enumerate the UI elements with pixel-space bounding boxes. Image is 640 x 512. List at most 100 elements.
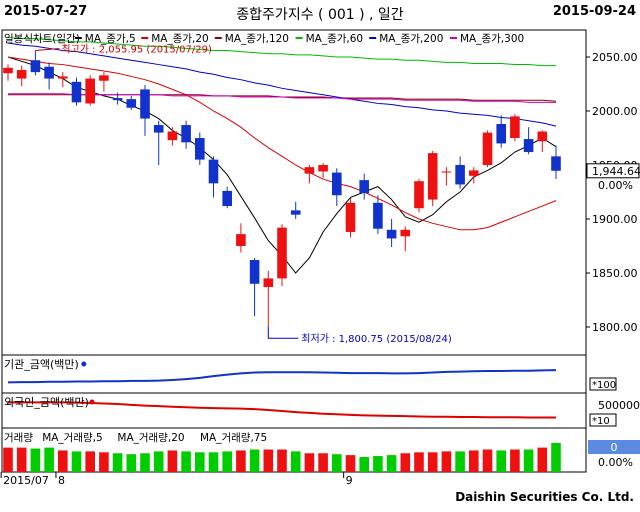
price-legend-item: MA_종가,120 — [225, 33, 289, 45]
volume-bar — [222, 451, 232, 472]
candle-body — [359, 180, 369, 194]
candlesticks — [3, 50, 561, 327]
axis-labels: 2050.002000.001950.001900.001850.001800.… — [0, 44, 640, 487]
last-price-box — [586, 163, 640, 179]
volume-badge-value: 0 — [611, 441, 618, 454]
y-tick-label: 1800.00 — [592, 321, 638, 334]
candle-body — [373, 202, 383, 229]
high-label: 최고가 : 2,055.95 (2015/07/29) — [61, 44, 212, 56]
ma-line — [7, 37, 556, 67]
candle-body — [441, 171, 452, 173]
volume-bar — [16, 447, 27, 472]
volume-bar — [373, 456, 383, 472]
candle-body — [44, 66, 54, 79]
volume-bar — [208, 452, 219, 472]
volume-bar — [386, 455, 397, 472]
volume-bar — [236, 450, 246, 472]
institution-scale-box — [589, 377, 617, 391]
candle-body — [181, 125, 191, 143]
candle-body — [249, 260, 260, 284]
volume-bar — [58, 450, 68, 472]
candle-body — [140, 89, 150, 119]
foreign-legend-dot — [89, 399, 95, 405]
last-price-value: 1,944.64 — [592, 165, 640, 178]
y-tick-label: 2050.00 — [592, 51, 638, 64]
candle-body — [222, 190, 232, 207]
company-footer: Daishin Securities Co. Ltd. — [455, 490, 634, 504]
volume-bar — [277, 449, 287, 472]
volume-badge-pct: 0.00% — [598, 456, 633, 469]
candle-body — [400, 229, 411, 237]
institution-line — [7, 369, 557, 384]
y-tick-label: 1900.00 — [592, 213, 638, 226]
candle-body — [195, 138, 205, 160]
volume-bar — [441, 451, 452, 472]
volume-bar — [126, 454, 137, 472]
indicator-panels: 기관_금액(백만) 0 *100 외국인_금액(백만) 500000 *10 거래량 MA_거… — [3, 358, 640, 472]
start-date: 2015-07-27 — [4, 4, 88, 19]
foreign-scale: *10 — [592, 416, 610, 427]
candle-body — [455, 165, 465, 185]
volume-bar — [537, 447, 548, 472]
volume-bar — [400, 453, 411, 472]
candle-body — [112, 98, 123, 101]
volume-bar — [510, 449, 520, 472]
candle-body — [523, 139, 534, 153]
candle-body — [386, 229, 397, 239]
volume-bar — [195, 452, 205, 472]
candle-body — [482, 132, 493, 165]
x-tick-label: 2015/07 — [3, 474, 49, 487]
volume-legend-item: 거래량 — [4, 432, 33, 444]
foreign-panel — [1, 392, 587, 429]
volume-bar — [414, 452, 424, 472]
volume-bar — [496, 450, 506, 472]
candle-body — [332, 172, 342, 196]
volume-legend-item: MA_거래량,5 — [42, 432, 102, 444]
candle-body — [58, 76, 68, 79]
candle-body — [236, 234, 246, 246]
change-percent: 0.00% — [598, 179, 633, 192]
foreign-tick: 500000 — [598, 399, 640, 412]
volume-badge — [588, 440, 640, 454]
volume-bar — [167, 450, 178, 472]
volume-bar — [3, 447, 13, 472]
foreign-legend: 외국인_금액(백만) — [4, 396, 89, 409]
candle-body — [537, 131, 548, 142]
volume-bar — [30, 448, 41, 472]
institution-panel — [1, 354, 587, 394]
volume-bar — [263, 449, 274, 472]
ma-line — [7, 42, 557, 127]
institution-legend: 기관_금액(백만) — [4, 358, 79, 371]
volume-bar — [140, 453, 150, 472]
candle-body — [510, 116, 520, 138]
volume-bar — [181, 451, 191, 472]
candle-body — [71, 81, 82, 103]
x-tick-label: 9 — [346, 474, 353, 487]
volume-bar — [85, 451, 95, 472]
volume-bar — [523, 449, 534, 472]
high-pointer — [35, 48, 60, 52]
foreign-line — [8, 401, 556, 419]
candle-body — [99, 75, 109, 81]
candle-body — [153, 125, 164, 133]
volume-bar — [99, 452, 109, 472]
foreign-scale-box — [589, 413, 617, 427]
volume-bar — [153, 451, 164, 472]
volume-bar — [249, 449, 260, 472]
candle-body — [551, 156, 561, 171]
institution-scale: *100 — [592, 380, 616, 391]
candle-body — [277, 227, 287, 279]
volume-bar — [332, 454, 342, 472]
volume-bar — [551, 442, 561, 472]
candle-body — [167, 131, 178, 141]
y-tick-label: 1850.00 — [592, 267, 638, 280]
candle-body — [208, 159, 219, 184]
y-tick-label: 2000.00 — [592, 105, 638, 118]
institution-legend-dot — [81, 361, 87, 367]
legends: 일봉식차트(일간) MA_종가,5 MA_종가,20 MA_종가,120 MA_종가,6… — [4, 32, 524, 45]
ma-line — [8, 93, 556, 103]
low-label: 최저가 : 1,800.75 (2015/08/24) — [301, 333, 452, 345]
candle-body — [469, 170, 479, 176]
price-legend-item: MA_종가,300 — [460, 33, 524, 45]
